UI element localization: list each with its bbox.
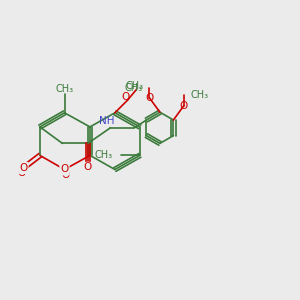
Text: CH₃: CH₃ xyxy=(125,82,143,93)
Text: CH₃: CH₃ xyxy=(95,150,113,161)
Text: CH₃: CH₃ xyxy=(190,90,208,100)
Text: CH₃: CH₃ xyxy=(56,84,74,94)
Text: NH: NH xyxy=(99,116,115,126)
Text: O: O xyxy=(18,168,26,178)
Text: O: O xyxy=(19,163,28,173)
Text: CH₃: CH₃ xyxy=(125,81,143,91)
Text: O: O xyxy=(60,164,69,175)
Text: O: O xyxy=(62,170,70,180)
Text: O: O xyxy=(180,100,188,111)
Text: O: O xyxy=(145,93,154,103)
Text: O: O xyxy=(84,162,92,172)
Text: O: O xyxy=(121,92,130,102)
